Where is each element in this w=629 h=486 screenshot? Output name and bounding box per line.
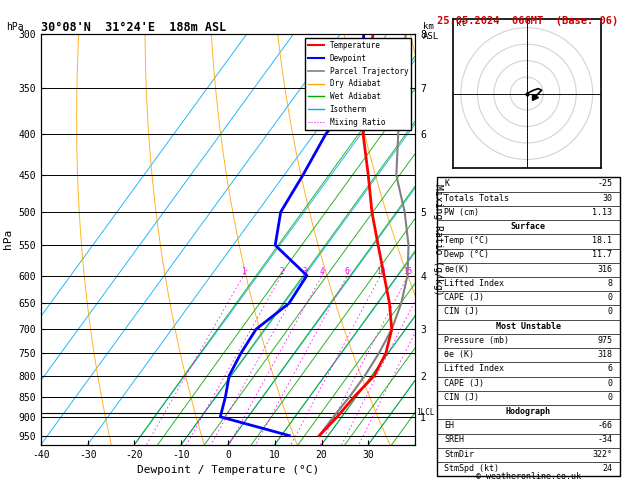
Text: Most Unstable: Most Unstable — [496, 322, 561, 330]
Text: 975: 975 — [598, 336, 612, 345]
Text: 322°: 322° — [593, 450, 612, 459]
Text: 3: 3 — [303, 266, 307, 276]
Text: 0: 0 — [607, 379, 612, 387]
Text: hPa: hPa — [6, 22, 24, 32]
Text: SREH: SREH — [445, 435, 464, 445]
Text: StmDir: StmDir — [445, 450, 474, 459]
Text: PW (cm): PW (cm) — [445, 208, 479, 217]
Text: 1: 1 — [241, 266, 246, 276]
Text: -34: -34 — [598, 435, 612, 445]
Text: 1.13: 1.13 — [593, 208, 612, 217]
Text: 316: 316 — [598, 265, 612, 274]
Text: CAPE (J): CAPE (J) — [445, 293, 484, 302]
Text: 11.7: 11.7 — [593, 250, 612, 260]
Text: CIN (J): CIN (J) — [445, 307, 479, 316]
Text: CAPE (J): CAPE (J) — [445, 379, 484, 387]
Text: Temp (°C): Temp (°C) — [445, 236, 489, 245]
Text: 8: 8 — [607, 279, 612, 288]
Text: 24: 24 — [603, 464, 612, 473]
Text: 6: 6 — [345, 266, 350, 276]
Text: EH: EH — [445, 421, 454, 430]
Text: θe(K): θe(K) — [445, 265, 469, 274]
Text: 1LCL: 1LCL — [416, 408, 435, 417]
Text: 18.1: 18.1 — [593, 236, 612, 245]
Text: Totals Totals: Totals Totals — [445, 193, 509, 203]
Y-axis label: Mixing Ratio (g/kg): Mixing Ratio (g/kg) — [433, 184, 443, 295]
Text: 318: 318 — [598, 350, 612, 359]
Text: km
ASL: km ASL — [423, 22, 439, 41]
Text: 10: 10 — [376, 266, 385, 276]
Text: 30: 30 — [603, 193, 612, 203]
Text: -66: -66 — [598, 421, 612, 430]
Text: CIN (J): CIN (J) — [445, 393, 479, 402]
Text: Hodograph: Hodograph — [506, 407, 551, 416]
Text: Dewp (°C): Dewp (°C) — [445, 250, 489, 260]
Text: 15: 15 — [403, 266, 413, 276]
Text: -25: -25 — [598, 179, 612, 188]
Text: 0: 0 — [607, 293, 612, 302]
Text: 0: 0 — [607, 393, 612, 402]
Text: Lifted Index: Lifted Index — [445, 364, 504, 373]
Text: 30°08'N  31°24'E  188m ASL: 30°08'N 31°24'E 188m ASL — [41, 21, 226, 34]
Text: 6: 6 — [607, 364, 612, 373]
Text: 0: 0 — [607, 307, 612, 316]
X-axis label: Dewpoint / Temperature (°C): Dewpoint / Temperature (°C) — [137, 465, 319, 475]
Text: Lifted Index: Lifted Index — [445, 279, 504, 288]
Text: Pressure (mb): Pressure (mb) — [445, 336, 509, 345]
Text: θe (K): θe (K) — [445, 350, 474, 359]
Text: 25.05.2024  06GMT  (Base: 06): 25.05.2024 06GMT (Base: 06) — [437, 16, 618, 26]
Text: 4: 4 — [320, 266, 325, 276]
Text: Surface: Surface — [511, 222, 546, 231]
Text: 2: 2 — [279, 266, 284, 276]
Text: © weatheronline.co.uk: © weatheronline.co.uk — [476, 472, 581, 481]
Legend: Temperature, Dewpoint, Parcel Trajectory, Dry Adiabat, Wet Adiabat, Isotherm, Mi: Temperature, Dewpoint, Parcel Trajectory… — [305, 38, 411, 130]
Text: StmSpd (kt): StmSpd (kt) — [445, 464, 499, 473]
Text: kt: kt — [456, 19, 466, 28]
Text: K: K — [445, 179, 450, 188]
Y-axis label: hPa: hPa — [3, 229, 13, 249]
